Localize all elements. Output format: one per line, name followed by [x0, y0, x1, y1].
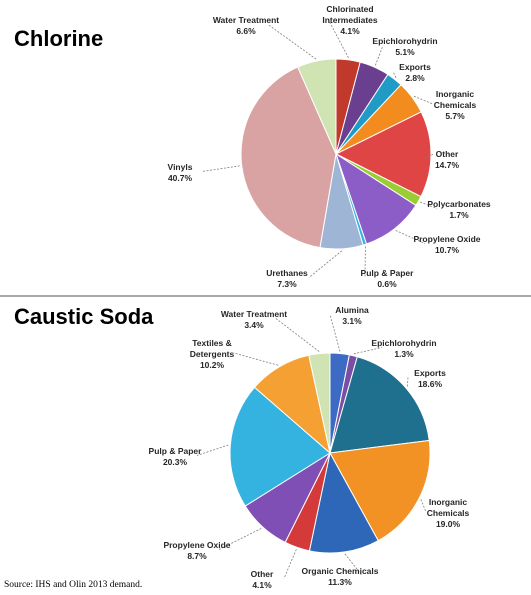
slice-label: Textiles & Detergents 10.2% [190, 338, 235, 370]
leader-line [395, 230, 426, 244]
slice-label: Urethanes 7.3% [266, 268, 308, 289]
slice-label: Other 4.1% [251, 569, 274, 590]
pie-slices [229, 352, 431, 554]
slice-label: Inorganic Chemicals 19.0% [427, 497, 470, 529]
slice-label: Polycarbonates 1.7% [427, 199, 491, 220]
slice-label: Organic Chemicals 11.3% [301, 566, 378, 587]
chart-title: Chlorine [14, 26, 103, 51]
leader-line [218, 528, 262, 550]
pie-slice [308, 352, 331, 454]
slice-label: Chlorinated Intermediates 4.1% [322, 4, 378, 36]
slice-label: Exports 18.6% [414, 368, 446, 389]
slice-label: Inorganic Chemicals 5.7% [434, 89, 477, 121]
source-note: Source: IHS and Olin 2013 demand. [4, 580, 143, 590]
leader-line [327, 18, 349, 58]
leader-line [201, 165, 240, 172]
slice-label: Water Treatment 3.4% [221, 309, 287, 330]
leader-line [275, 318, 320, 352]
slice-label: Propylene Oxide 8.7% [163, 540, 230, 561]
slice-label: Water Treatment 6.6% [213, 15, 279, 36]
leader-line [374, 45, 384, 66]
slice-label: Propylene Oxide 10.7% [413, 234, 480, 255]
pie-slice [297, 58, 337, 155]
slice-label: Pulp & Paper 0.6% [361, 268, 415, 289]
slice-label: Other 14.7% [435, 149, 460, 170]
pie-labels: Chlorinated Intermediates 4.1%Epichlorohyd… [168, 4, 491, 289]
caustic-soda-pie-chart: Caustic Soda Alumina 3.1%Epichlorohydrin 1… [14, 304, 470, 590]
slice-label: Epichlorohydrin 5.1% [372, 36, 437, 57]
leader-line [233, 352, 279, 366]
leader-line [353, 347, 383, 355]
slice-label: Vinyls 40.7% [168, 162, 193, 183]
pie-slice [229, 386, 331, 507]
chlorine-pie-chart: Chlorine Chlorinated Intermediates 4.1%Epi… [14, 4, 491, 289]
leader-line [308, 250, 343, 278]
slice-label: Exports 2.8% [399, 62, 431, 83]
leader-line [196, 444, 229, 456]
leader-line [420, 201, 438, 209]
slice-label: Pulp & Paper 20.3% [149, 446, 203, 467]
leader-line [344, 553, 363, 576]
pie-slice [240, 66, 337, 249]
pie-slice [329, 439, 431, 542]
leader-line [420, 499, 427, 513]
pie-slice [334, 111, 432, 198]
leader-line [329, 314, 341, 352]
leader-line [424, 153, 434, 159]
leader-line [283, 549, 297, 579]
chart-title: Caustic Soda [14, 304, 154, 329]
slice-label: Alumina 3.1% [335, 305, 369, 326]
leader-line [413, 95, 434, 105]
pie-labels: Alumina 3.1%Epichlorohydrin 1.3% Exports 18.… [149, 305, 470, 590]
slice-label: Epichlorohydrin 1.3% [371, 338, 436, 359]
pie-slices [240, 58, 432, 250]
leader-line [267, 24, 317, 60]
leader-line [392, 71, 397, 78]
pie-slice [329, 356, 430, 454]
pie-slice [308, 451, 379, 554]
leader-line [406, 377, 409, 387]
